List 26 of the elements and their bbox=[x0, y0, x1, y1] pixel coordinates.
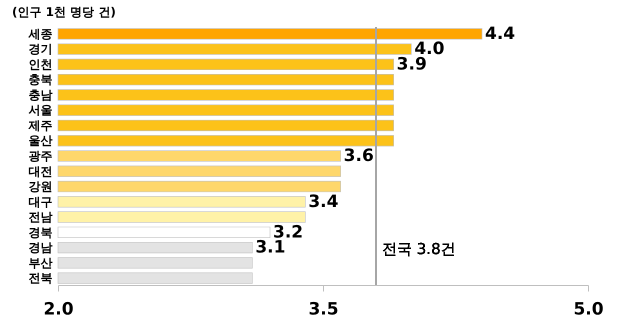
y-tick-label: 경남 bbox=[28, 240, 52, 255]
x-tick-label: 5.0 bbox=[573, 300, 604, 320]
y-tick-label: 충북 bbox=[28, 72, 52, 87]
chart-title: (인구 1천 명당 건) bbox=[12, 4, 116, 19]
y-tick-label: 대구 bbox=[28, 194, 52, 209]
x-tick-label: 3.5 bbox=[308, 300, 339, 320]
y-tick-label: 충남 bbox=[28, 88, 52, 102]
x-tick-label: 2.0 bbox=[43, 300, 74, 320]
y-tick-label: 광주 bbox=[28, 149, 52, 163]
y-tick-label: 부산 bbox=[28, 256, 52, 270]
y-tick-label: 전남 bbox=[28, 210, 52, 224]
data-label: 3.4 bbox=[308, 192, 339, 212]
y-tick-label: 전북 bbox=[28, 271, 52, 286]
ref-line-label: 전국 3.8건 bbox=[382, 240, 456, 258]
y-tick-label: 강원 bbox=[28, 180, 52, 194]
y-tick-label: 울산 bbox=[28, 134, 52, 148]
y-tick-label: 제주 bbox=[28, 118, 52, 132]
data-label: 4.4 bbox=[485, 24, 516, 44]
y-tick-label: 대전 bbox=[28, 164, 52, 178]
data-label: 3.1 bbox=[255, 238, 286, 258]
y-tick-label: 경북 bbox=[28, 225, 52, 240]
y-tick-label: 경기 bbox=[28, 42, 52, 56]
y-tick-label: 세종 bbox=[28, 26, 52, 41]
y-tick-label: 인천 bbox=[28, 57, 52, 72]
y-tick-label: 서울 bbox=[28, 103, 52, 118]
data-label: 3.6 bbox=[344, 146, 374, 166]
